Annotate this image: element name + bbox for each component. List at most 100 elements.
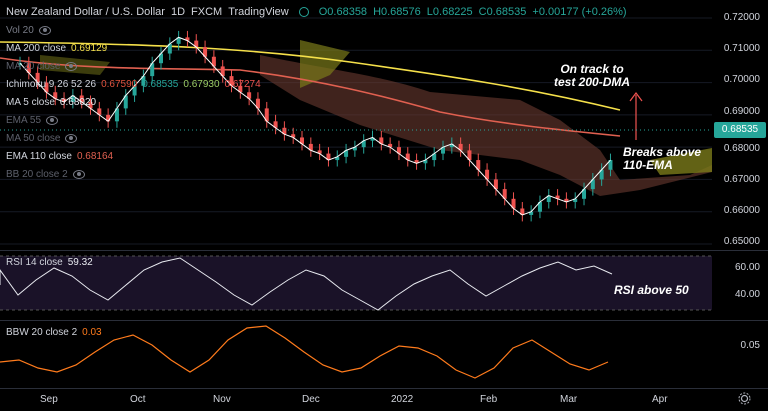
candle-body bbox=[361, 140, 366, 148]
legend-ema55[interactable]: EMA 55 bbox=[6, 115, 59, 126]
candle-body bbox=[335, 156, 340, 161]
candle-body bbox=[70, 95, 75, 102]
eye-icon[interactable] bbox=[38, 26, 51, 35]
time-tick: Dec bbox=[302, 394, 320, 405]
candle-body bbox=[493, 179, 498, 190]
candle-body bbox=[18, 63, 22, 65]
exchange: FXCM bbox=[191, 6, 223, 18]
candle-body bbox=[582, 189, 587, 199]
time-tick: Nov bbox=[213, 394, 231, 405]
candle-body bbox=[185, 37, 190, 41]
candle-body bbox=[546, 195, 551, 203]
time-tick: 2022 bbox=[391, 394, 414, 405]
legend-bb[interactable]: BB 20 close 2 bbox=[6, 169, 85, 180]
candle-body bbox=[537, 202, 542, 212]
ichimoku-cloud bbox=[650, 148, 712, 175]
platform: TradingView bbox=[228, 6, 289, 18]
candle-body bbox=[114, 108, 119, 122]
ohlc-high: H0.68576 bbox=[373, 6, 421, 18]
ohlc-change: +0.00177 (+0.26%) bbox=[532, 6, 627, 18]
candle-body bbox=[511, 198, 516, 209]
candle-body bbox=[159, 53, 164, 64]
candle-body bbox=[388, 143, 393, 148]
candle-body bbox=[432, 153, 437, 161]
time-tick: Mar bbox=[560, 394, 578, 405]
candle-body bbox=[220, 66, 225, 77]
candle-body bbox=[282, 127, 287, 135]
candle-body bbox=[502, 189, 507, 199]
legend-vol[interactable]: Vol 20 bbox=[6, 25, 51, 36]
eye-icon[interactable] bbox=[65, 134, 78, 143]
candle-body bbox=[326, 153, 331, 161]
price-tick: 0.65000 bbox=[723, 236, 760, 247]
candle-body bbox=[211, 56, 216, 67]
time-tick: Apr bbox=[652, 394, 668, 405]
ema110-line bbox=[0, 57, 621, 137]
candle-body bbox=[414, 160, 419, 164]
pane-divider[interactable] bbox=[0, 320, 768, 321]
bbw-line bbox=[0, 325, 609, 379]
legend-ma50[interactable]: MA 50 close bbox=[6, 133, 78, 144]
price-tick: 0.68000 bbox=[723, 143, 760, 154]
price-tick: 0.67000 bbox=[723, 174, 760, 185]
rsi-band bbox=[0, 256, 712, 310]
candle-body bbox=[62, 98, 67, 102]
candle-body bbox=[476, 160, 481, 170]
status-dot bbox=[298, 7, 309, 17]
candle-body bbox=[229, 76, 234, 86]
eye-icon[interactable] bbox=[72, 170, 85, 179]
legend-ma200[interactable]: MA 200 close 0.69129 bbox=[6, 43, 108, 54]
candle-body bbox=[291, 134, 296, 138]
candle-body bbox=[599, 169, 604, 180]
candle-body bbox=[35, 72, 40, 83]
ohlc-open: O0.68358 bbox=[318, 6, 368, 18]
candle-body bbox=[441, 147, 446, 154]
interval[interactable]: 1D bbox=[170, 6, 186, 18]
candle-body bbox=[247, 92, 252, 99]
gear-icon[interactable] bbox=[738, 392, 751, 405]
price-tick: 0.72000 bbox=[723, 12, 760, 23]
time-tick: Feb bbox=[480, 394, 498, 405]
time-tick: Oct bbox=[130, 394, 146, 405]
ichimoku-cloud bbox=[260, 55, 712, 196]
candle-body bbox=[167, 43, 172, 54]
candle-body bbox=[26, 63, 31, 73]
legend-ma5[interactable]: MA 5 close 0.68020 bbox=[6, 97, 97, 108]
annotation-110ema: Breaks above 110-EMA bbox=[623, 145, 702, 172]
pane-divider[interactable] bbox=[0, 250, 768, 251]
eye-icon[interactable] bbox=[46, 116, 59, 125]
candle-body bbox=[203, 47, 208, 57]
time-axis-divider bbox=[0, 388, 768, 389]
legend-ema110[interactable]: EMA 110 close 0.68164 bbox=[6, 151, 114, 162]
symbol-title[interactable]: New Zealand Dollar / U.S. Dollar bbox=[6, 6, 165, 18]
candle-body bbox=[590, 179, 595, 190]
annotation-rsi: RSI above 50 bbox=[614, 283, 689, 297]
candle-body bbox=[123, 95, 128, 109]
eye-icon[interactable] bbox=[65, 62, 78, 71]
candle-body bbox=[150, 63, 155, 77]
ichimoku-cloud bbox=[300, 40, 350, 88]
candle-body bbox=[520, 208, 525, 215]
candle-body bbox=[458, 143, 463, 151]
legend-ichimoku[interactable]: Ichimoku 9 26 52 26 0.67590 0.68535 0.67… bbox=[6, 79, 261, 90]
price-tick: 0.71000 bbox=[723, 43, 760, 54]
candle-body bbox=[97, 108, 102, 115]
legend-rsi[interactable]: RSI 14 close 59.32 bbox=[6, 257, 93, 268]
candle-body bbox=[423, 160, 428, 164]
candle-body bbox=[352, 147, 357, 151]
candle-body bbox=[264, 108, 269, 122]
candle-body bbox=[141, 76, 146, 86]
rsi-tick: 60.00 bbox=[734, 262, 760, 273]
legend-ma20[interactable]: MA 20 close bbox=[6, 61, 78, 72]
candle-body bbox=[370, 137, 375, 141]
price-tick: 0.69000 bbox=[723, 106, 760, 117]
candle-body bbox=[529, 211, 534, 215]
candle-body bbox=[344, 150, 349, 157]
legend-bbw[interactable]: BBW 20 close 2 0.03 bbox=[6, 327, 102, 338]
rsi-line bbox=[0, 257, 613, 311]
candle-body bbox=[485, 169, 490, 180]
candle-body bbox=[88, 101, 93, 109]
ohlc-low: L0.68225 bbox=[426, 6, 473, 18]
candle-body bbox=[176, 37, 181, 44]
